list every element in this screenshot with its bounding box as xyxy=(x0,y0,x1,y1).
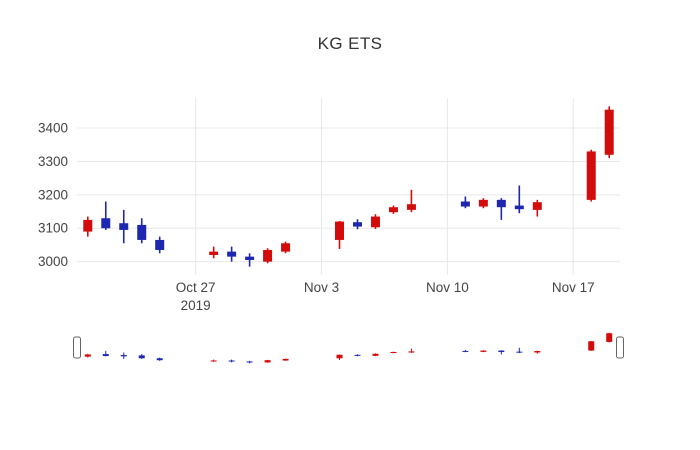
mini-candle-body xyxy=(354,354,361,356)
mini-candle-body xyxy=(462,350,469,352)
mini-candle-body xyxy=(264,360,271,363)
candle-body xyxy=(281,243,291,252)
mini-candle-body xyxy=(102,354,109,357)
mini-candle-body xyxy=(516,351,523,353)
candle-body xyxy=(370,216,380,228)
x-tick-label: Nov 10 xyxy=(426,280,469,295)
candle-body xyxy=(101,218,111,229)
x-tick-label: Nov 17 xyxy=(552,280,595,295)
candle-body xyxy=(137,224,147,240)
candle-body xyxy=(586,151,596,200)
x-tick-label: Oct 27 xyxy=(176,280,216,295)
candle-body xyxy=(496,199,506,208)
x-axis: Oct 27 2019 Nov 3 Nov 10 Nov 17 xyxy=(176,280,595,313)
y-tick-label: 3200 xyxy=(38,187,68,202)
x-tick-year-label: 2019 xyxy=(181,298,211,313)
y-axis: 3000 3100 3200 3300 3400 xyxy=(38,121,68,270)
range-slider[interactable] xyxy=(73,332,624,364)
candle-body xyxy=(478,199,488,207)
candle-body xyxy=(263,249,273,262)
mini-candle-body xyxy=(120,355,127,357)
y-tick-label: 3100 xyxy=(38,221,68,236)
candle-body xyxy=(335,221,345,240)
range-slider-handle-left[interactable] xyxy=(73,336,81,359)
mini-candle-body xyxy=(336,354,343,359)
candle-body xyxy=(460,201,470,207)
y-tick-label: 3000 xyxy=(38,254,68,269)
mini-candle-body xyxy=(606,333,613,342)
candle-body xyxy=(83,219,93,232)
mini-candle-body xyxy=(246,361,253,363)
candle-body xyxy=(514,205,524,210)
candle-body xyxy=(604,109,614,155)
mini-candle-body xyxy=(390,351,397,353)
gridlines xyxy=(77,98,620,275)
candle-body xyxy=(352,222,362,227)
mini-candle-body xyxy=(480,350,487,352)
mini-candle-body xyxy=(282,358,289,361)
mini-candle-body xyxy=(228,360,235,362)
range-slider-handle-right[interactable] xyxy=(616,336,624,359)
mini-candle-body xyxy=(408,351,415,353)
candle-body xyxy=(227,251,237,257)
candle-body xyxy=(119,223,129,230)
chart-title: KG ETS xyxy=(318,34,383,53)
candle-body xyxy=(406,204,416,210)
mini-candle-body xyxy=(210,360,217,362)
y-tick-label: 3400 xyxy=(38,121,68,136)
candle-body xyxy=(245,256,255,260)
mini-candle-body xyxy=(156,358,163,361)
candle-body xyxy=(532,202,542,210)
candle-body xyxy=(155,239,165,250)
x-tick-label: Nov 3 xyxy=(304,280,339,295)
mini-candle-body xyxy=(372,353,379,356)
mini-candle-body xyxy=(84,354,91,357)
y-tick-label: 3300 xyxy=(38,154,68,169)
candles xyxy=(83,106,614,267)
mini-candle-body xyxy=(534,351,541,353)
mini-candle-body xyxy=(498,350,505,352)
candle-body xyxy=(388,207,398,213)
mini-candle-body xyxy=(588,341,595,351)
candle-body xyxy=(209,251,219,255)
mini-candle-body xyxy=(138,355,145,359)
